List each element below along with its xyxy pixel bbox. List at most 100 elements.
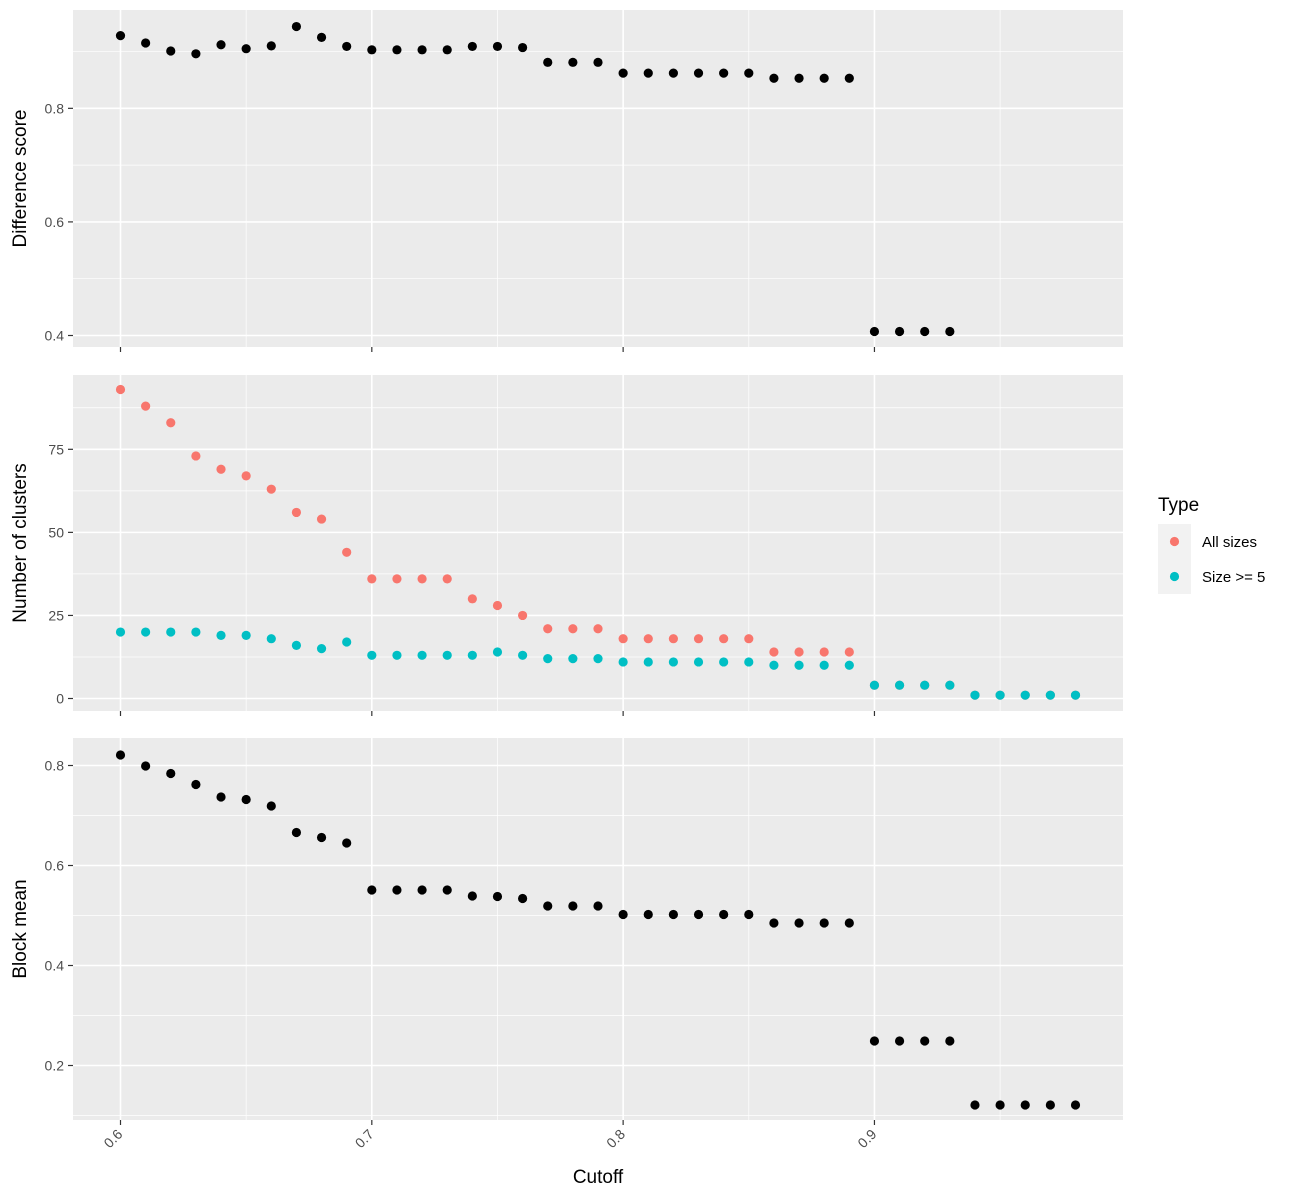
data-point — [367, 885, 377, 895]
data-point — [568, 654, 578, 664]
x-axis-title: Cutoff — [573, 1167, 624, 1188]
data-point — [769, 660, 779, 670]
data-point — [769, 918, 779, 928]
data-point — [618, 634, 628, 644]
data-point — [115, 627, 126, 637]
data-point — [266, 801, 276, 811]
panel-3: 0.2 0.4 0.6 0.8 0.6 0.7 0.8 0.9 Block mean — [10, 738, 1123, 1151]
data-point — [442, 45, 452, 55]
data-point — [693, 909, 704, 920]
data-point — [216, 792, 226, 802]
data-point — [392, 650, 402, 660]
data-point — [995, 1100, 1005, 1110]
data-point — [744, 634, 754, 644]
data-point — [367, 45, 377, 55]
data-point — [920, 680, 930, 690]
y-tick-label: 0.6 — [45, 214, 65, 230]
data-point — [266, 634, 276, 644]
legend-marker — [1169, 571, 1180, 582]
data-point — [668, 909, 678, 920]
data-point — [543, 57, 553, 67]
data-point — [618, 909, 628, 920]
data-point — [568, 901, 578, 911]
y-tick-label: 0.4 — [45, 328, 65, 344]
data-point — [719, 909, 729, 920]
data-point — [819, 647, 829, 657]
data-point — [316, 32, 327, 42]
data-point — [467, 41, 477, 52]
data-point — [543, 901, 553, 911]
data-point — [417, 45, 427, 55]
data-point — [316, 832, 327, 843]
data-point — [467, 650, 477, 660]
data-point — [844, 918, 854, 928]
data-point — [693, 657, 704, 667]
data-point — [769, 73, 779, 83]
data-point — [1070, 690, 1081, 700]
data-point — [417, 650, 427, 660]
data-point — [241, 794, 251, 805]
y-axis-title: Number of clusters — [10, 463, 31, 622]
data-point — [442, 885, 452, 895]
data-point — [668, 657, 678, 667]
data-point — [392, 45, 402, 55]
y-tick-label: 25 — [48, 607, 64, 623]
data-point — [266, 484, 276, 494]
data-point — [291, 640, 302, 650]
data-point — [668, 68, 678, 78]
panel-background — [73, 738, 1123, 1120]
data-point — [291, 21, 302, 32]
data-point — [945, 1036, 955, 1046]
data-point — [945, 326, 955, 337]
data-point — [593, 901, 603, 911]
data-point — [166, 627, 176, 637]
data-point — [819, 660, 829, 670]
data-point — [568, 624, 578, 634]
data-point — [367, 650, 377, 660]
data-point — [392, 885, 402, 895]
data-point — [492, 891, 503, 902]
data-point — [719, 657, 729, 667]
data-point — [643, 68, 653, 78]
y-axis-title: Block mean — [10, 879, 31, 978]
data-point — [744, 657, 754, 667]
data-point — [869, 326, 880, 337]
y-tick-label: 0.4 — [45, 958, 65, 974]
data-point — [894, 1036, 905, 1046]
data-point — [216, 630, 226, 640]
y-tick-label: 75 — [48, 441, 64, 457]
series-1 — [115, 21, 955, 337]
data-point — [970, 1100, 980, 1110]
data-point — [769, 647, 779, 657]
data-point — [593, 624, 603, 634]
data-point — [241, 630, 251, 640]
legend-title: Type — [1158, 495, 1199, 516]
data-point — [920, 1036, 930, 1046]
legend: Type All sizes Size >= 5 — [1158, 495, 1265, 594]
y-tick-label: 0.6 — [45, 858, 65, 874]
data-point — [392, 574, 402, 584]
data-point — [995, 690, 1005, 700]
data-point — [844, 660, 854, 670]
data-point — [115, 384, 126, 395]
data-point — [316, 514, 327, 524]
data-point — [166, 418, 176, 428]
data-point — [342, 547, 352, 557]
data-point — [417, 574, 427, 584]
x-tick-label: 0.7 — [352, 1126, 377, 1151]
y-tick-label: 0.2 — [45, 1058, 65, 1074]
data-point — [1020, 690, 1030, 700]
data-point — [1070, 1100, 1081, 1110]
data-point — [191, 451, 201, 461]
data-point — [794, 918, 804, 928]
data-point — [518, 650, 528, 660]
chart-panels: 0.4 0.6 0.8 Difference score 0 25 50 75 Number o… — [10, 10, 1123, 1151]
data-point — [618, 657, 628, 667]
data-point — [141, 761, 151, 771]
data-point — [668, 634, 678, 644]
data-point — [141, 627, 151, 637]
y-tick-label: 0 — [56, 691, 64, 707]
data-point — [593, 57, 603, 67]
data-point — [945, 680, 955, 690]
data-point — [191, 49, 201, 59]
